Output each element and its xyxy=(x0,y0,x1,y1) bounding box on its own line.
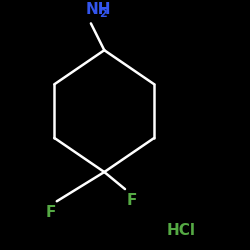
Text: HCl: HCl xyxy=(166,223,196,238)
Text: F: F xyxy=(126,193,136,208)
Text: 2: 2 xyxy=(100,8,107,18)
Text: F: F xyxy=(46,205,56,220)
Text: NH: NH xyxy=(86,2,112,17)
